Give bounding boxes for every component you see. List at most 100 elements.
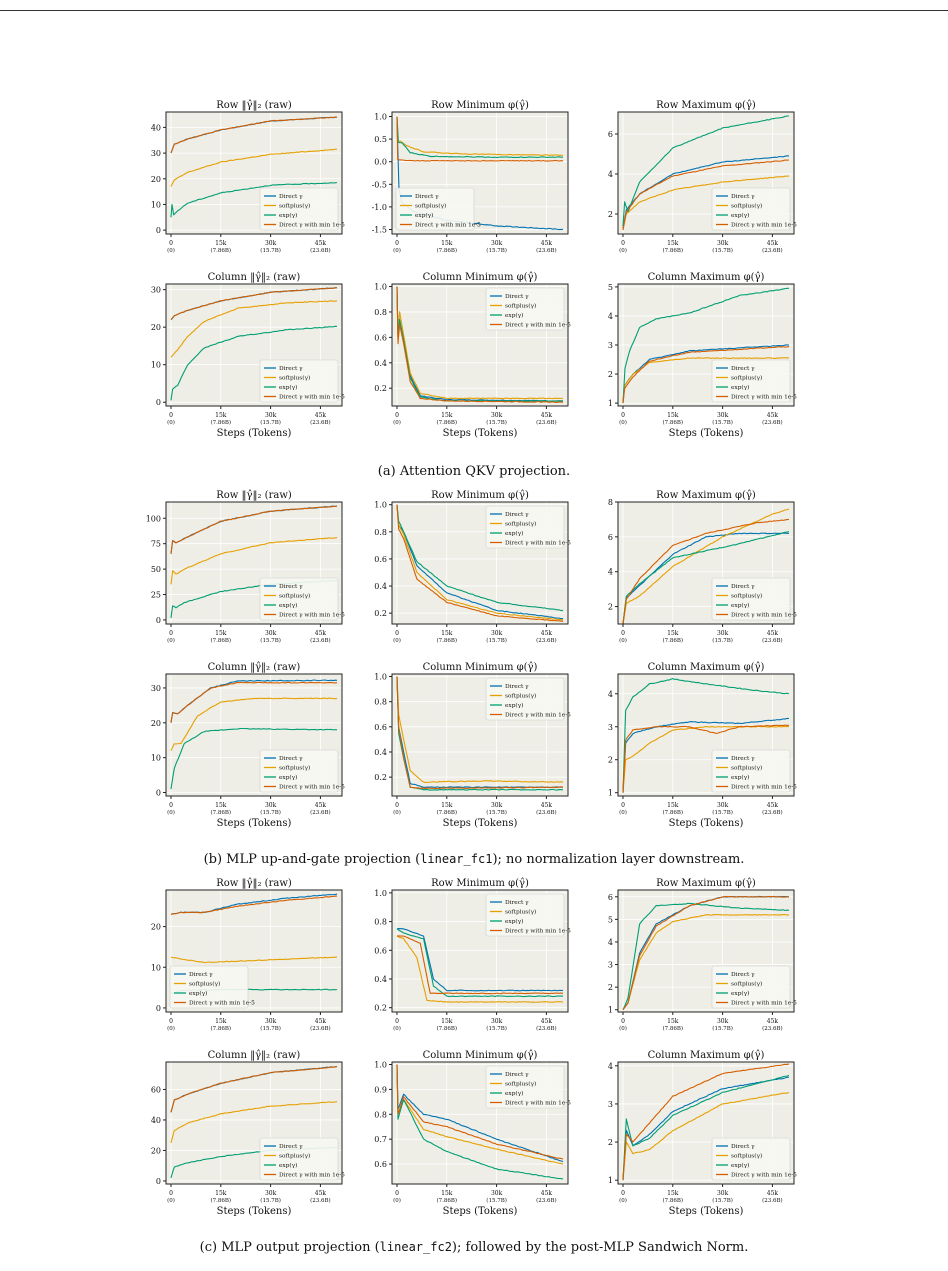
- x-axis-label: Steps (Tokens): [443, 818, 518, 829]
- series-line: [170, 727, 338, 790]
- x-tick-label: 15k: [667, 630, 679, 637]
- caption-a-text: (a) Attention QKV projection.: [377, 464, 571, 479]
- x-tick-sublabel: (15.7B): [712, 1197, 733, 1204]
- caption-b-code: linear_fc1: [420, 852, 493, 866]
- legend-label: Direct γ with min 1e-5: [731, 613, 797, 619]
- legend-label: exp(γ): [505, 530, 523, 537]
- x-tick-label: 30k: [491, 240, 503, 247]
- x-tick-label: 45k: [541, 1190, 553, 1197]
- plot-frame: [391, 1061, 569, 1185]
- legend-label: exp(γ): [279, 212, 297, 219]
- legend: Direct γ softplus(γ) exp(γ) Direct γ with m…: [485, 677, 571, 721]
- legend-label: softplus(γ): [505, 303, 536, 310]
- y-tick-label: 20: [151, 923, 161, 932]
- caption-c-code: linear_fc2: [379, 1240, 452, 1254]
- legend-label: softplus(γ): [279, 765, 310, 772]
- x-tick-label: 45k: [315, 1018, 327, 1025]
- legend-label: Direct γ with min 1e-5: [731, 1173, 797, 1179]
- series-line: [622, 902, 790, 1010]
- y-tick-label: 0: [156, 226, 161, 235]
- y-tick-label: 0.8: [374, 308, 387, 317]
- x-tick-sublabel: (15.7B): [260, 809, 281, 816]
- legend-label: exp(γ): [731, 384, 749, 391]
- y-tick-label: 0.5: [374, 135, 387, 144]
- y-tick-label: 0.4: [374, 748, 387, 757]
- chart-b-col-min: 1.0 0.8 0.6 0.4 0.2 0(0) 15k(7.86B) 30k(15.7B) 4…: [374, 662, 571, 829]
- x-tick-sublabel: (23.6B): [536, 1025, 557, 1032]
- legend-label: exp(γ): [731, 774, 749, 781]
- legend-box: [485, 287, 565, 331]
- chart-title: Row Minimum φ(γ̂): [431, 490, 529, 501]
- x-tick-label: 0: [169, 240, 173, 247]
- y-tick-label: 0.6: [374, 555, 387, 564]
- legend: Direct γ softplus(γ) exp(γ) Direct γ with m…: [259, 749, 345, 793]
- y-tick-label: 0.4: [374, 975, 387, 984]
- x-tick-sublabel: (7.86B): [662, 637, 683, 644]
- x-axis-label: Steps (Tokens): [443, 1206, 518, 1217]
- y-tick-label: 0.6: [374, 333, 387, 342]
- chart-title: Column ‖γ̂‖₂ (raw): [208, 662, 301, 673]
- chart-a-row-max: 2 4 6 0(0) 15k(7.86B) 30k(15.7B) 45k(23.6B) Row…: [608, 100, 797, 254]
- legend-label: softplus(γ): [731, 1153, 762, 1160]
- x-tick-sublabel: (0): [167, 1197, 175, 1204]
- y-tick-label: 0.0: [374, 158, 387, 167]
- plot-frame: [165, 673, 343, 797]
- x-tick-sublabel: (15.7B): [260, 1197, 281, 1204]
- y-tick-label: 50: [151, 565, 161, 574]
- x-tick-label: 30k: [491, 630, 503, 637]
- y-tick-label: 75: [151, 540, 161, 549]
- x-tick-label: 45k: [315, 1190, 327, 1197]
- x-tick-label: 45k: [541, 240, 553, 247]
- series-line: [170, 182, 338, 218]
- legend-label: softplus(γ): [279, 1153, 310, 1160]
- x-tick-sublabel: (23.6B): [536, 247, 557, 254]
- caption-b-post: ); no normalization layer downstream.: [492, 852, 745, 867]
- x-tick-label: 15k: [215, 1018, 227, 1025]
- plot-frame: [617, 1061, 795, 1185]
- y-tick-label: 1.0: [374, 501, 387, 510]
- legend: Direct γ softplus(γ) exp(γ) Direct γ with m…: [485, 287, 571, 331]
- x-tick-label: 15k: [215, 240, 227, 247]
- x-tick-sublabel: (23.6B): [762, 637, 783, 644]
- y-tick-label: 10: [151, 963, 161, 972]
- x-tick-sublabel: (0): [167, 809, 175, 816]
- legend-label: softplus(γ): [731, 203, 762, 210]
- legend-label: Direct γ: [731, 972, 755, 978]
- series-line: [622, 1074, 790, 1181]
- series-line: [396, 928, 564, 998]
- x-tick-label: 15k: [667, 1190, 679, 1197]
- legend-label: Direct γ: [415, 194, 439, 200]
- series-line: [170, 300, 338, 358]
- x-tick-label: 15k: [667, 240, 679, 247]
- x-axis-label: Steps (Tokens): [217, 1206, 292, 1217]
- y-tick-label: 0.6: [374, 723, 387, 732]
- chart-title: Row ‖γ̂‖₂ (raw): [216, 878, 292, 889]
- y-tick-label: -1.5: [372, 225, 387, 234]
- legend-label: softplus(γ): [731, 375, 762, 382]
- series-line: [396, 286, 564, 402]
- x-tick-label: 30k: [265, 802, 277, 809]
- legend-box: [259, 749, 339, 793]
- x-tick-label: 0: [395, 802, 399, 809]
- x-tick-label: 15k: [441, 240, 453, 247]
- y-tick-label: 1: [608, 399, 613, 408]
- series-line: [170, 148, 338, 187]
- caption-c: (c) MLP output projection (linear_fc2); …: [0, 1240, 948, 1255]
- legend-label: Direct γ with min 1e-5: [731, 223, 797, 229]
- y-tick-label: 0.2: [374, 773, 387, 782]
- chart-title: Row Maximum φ(γ̂): [656, 878, 756, 889]
- series-line: [170, 325, 338, 401]
- legend-label: Direct γ with min 1e-5: [505, 323, 571, 329]
- chart-title: Row Minimum φ(γ̂): [431, 878, 529, 889]
- legend-label: Direct γ: [505, 684, 529, 690]
- x-tick-sublabel: (15.7B): [712, 637, 733, 644]
- x-tick-sublabel: (23.6B): [536, 809, 557, 816]
- x-tick-sublabel: (7.86B): [210, 1197, 231, 1204]
- legend-box: [711, 577, 791, 621]
- x-tick-sublabel: (7.86B): [436, 1025, 457, 1032]
- legend: Direct γ softplus(γ) exp(γ) Direct γ with m…: [169, 965, 255, 1009]
- legend-label: exp(γ): [279, 774, 297, 781]
- x-tick-sublabel: (23.6B): [762, 247, 783, 254]
- x-tick-sublabel: (0): [393, 1197, 401, 1204]
- y-tick-label: 1.0: [374, 889, 387, 898]
